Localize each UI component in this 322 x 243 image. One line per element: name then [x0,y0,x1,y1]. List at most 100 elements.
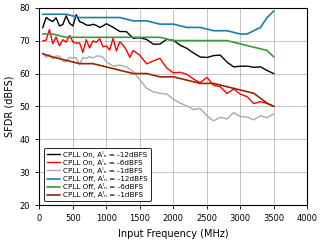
CPLL Off, Aᴵₙ = -6dBFS [272,56,276,59]
CPLL On, Aᴵₙ = -6dBFS [245,95,249,98]
CPLL On, Aᴵₙ = -6dBFS [165,67,169,69]
CPLL On, Aᴵₙ = -12dBFS [101,25,105,27]
CPLL On, Aᴵₙ = -6dBFS [91,39,95,42]
CPLL On, Aᴵₙ = -1dBFS [145,87,148,90]
CPLL Off, Aᴵₙ = -1dBFS [158,75,162,78]
CPLL Off, Aᴵₙ = -1dBFS [64,59,68,62]
CPLL On, Aᴵₙ = -12dBFS [185,47,189,50]
CPLL Off, Aᴵₙ = -6dBFS [64,36,68,39]
CPLL On, Aᴵₙ = -12dBFS [171,39,175,42]
CPLL On, Aᴵₙ = -1dBFS [58,55,62,58]
CPLL Off, Aᴵₙ = -6dBFS [225,39,229,42]
CPLL On, Aᴵₙ = -6dBFS [54,36,58,39]
CPLL Off, Aᴵₙ = -1dBFS [104,65,108,68]
CPLL On, Aᴵₙ = -6dBFS [265,102,269,105]
CPLL Off, Aᴵₙ = -12dBFS [225,29,229,32]
CPLL Off, Aᴵₙ = -6dBFS [91,36,95,39]
Line: CPLL On, Aᴵₙ = -6dBFS: CPLL On, Aᴵₙ = -6dBFS [43,30,274,106]
CPLL On, Aᴵₙ = -6dBFS [58,44,62,47]
CPLL Off, Aᴵₙ = -12dBFS [91,16,95,19]
CPLL On, Aᴵₙ = -6dBFS [238,93,242,95]
CPLL On, Aᴵₙ = -1dBFS [212,119,215,122]
CPLL On, Aᴵₙ = -1dBFS [138,78,142,81]
CPLL On, Aᴵₙ = -1dBFS [104,60,108,63]
CPLL On, Aᴵₙ = -1dBFS [88,55,91,58]
CPLL On, Aᴵₙ = -6dBFS [252,102,256,105]
Legend: CPLL On, Aᴵₙ = -12dBFS, CPLL On, Aᴵₙ = -6dBFS, CPLL On, Aᴵₙ = -1dBFS, CPLL Off, : CPLL On, Aᴵₙ = -12dBFS, CPLL On, Aᴵₙ = -… [44,148,151,201]
CPLL On, Aᴵₙ = -6dBFS [198,81,202,84]
CPLL On, Aᴵₙ = -12dBFS [94,24,98,27]
CPLL On, Aᴵₙ = -12dBFS [165,38,169,41]
CPLL On, Aᴵₙ = -12dBFS [68,22,71,25]
CPLL Off, Aᴵₙ = -6dBFS [212,39,215,42]
CPLL Off, Aᴵₙ = -12dBFS [64,13,68,16]
CPLL On, Aᴵₙ = -12dBFS [74,13,78,16]
CPLL On, Aᴵₙ = -12dBFS [91,23,95,26]
CPLL Off, Aᴵₙ = -1dBFS [131,72,135,75]
CPLL Off, Aᴵₙ = -1dBFS [185,79,189,82]
CPLL On, Aᴵₙ = -6dBFS [225,92,229,95]
CPLL On, Aᴵₙ = -1dBFS [198,107,202,110]
CPLL On, Aᴵₙ = -12dBFS [58,25,62,27]
CPLL Off, Aᴵₙ = -12dBFS [118,16,122,19]
CPLL On, Aᴵₙ = -6dBFS [51,42,55,45]
Line: CPLL Off, Aᴵₙ = -6dBFS: CPLL Off, Aᴵₙ = -6dBFS [43,34,274,57]
Y-axis label: SFDR (dBFS): SFDR (dBFS) [4,76,14,137]
CPLL On, Aᴵₙ = -6dBFS [41,40,45,43]
CPLL On, Aᴵₙ = -6dBFS [232,87,236,90]
CPLL On, Aᴵₙ = -12dBFS [88,24,91,27]
CPLL On, Aᴵₙ = -6dBFS [64,41,68,43]
CPLL On, Aᴵₙ = -1dBFS [265,116,269,119]
CPLL On, Aᴵₙ = -12dBFS [218,54,222,57]
CPLL Off, Aᴵₙ = -6dBFS [118,36,122,39]
CPLL On, Aᴵₙ = -6dBFS [145,62,148,65]
CPLL On, Aᴵₙ = -1dBFS [54,54,58,57]
Line: CPLL On, Aᴵₙ = -12dBFS: CPLL On, Aᴵₙ = -12dBFS [43,15,274,74]
CPLL Off, Aᴵₙ = -1dBFS [171,75,175,78]
CPLL On, Aᴵₙ = -6dBFS [125,49,128,52]
CPLL Off, Aᴵₙ = -12dBFS [185,26,189,29]
CPLL On, Aᴵₙ = -6dBFS [68,34,71,37]
CPLL On, Aᴵₙ = -12dBFS [272,72,276,75]
CPLL On, Aᴵₙ = -12dBFS [205,56,209,59]
CPLL Off, Aᴵₙ = -1dBFS [238,88,242,91]
CPLL On, Aᴵₙ = -1dBFS [205,114,209,117]
CPLL On, Aᴵₙ = -6dBFS [115,50,118,52]
CPLL On, Aᴵₙ = -12dBFS [84,24,88,26]
CPLL On, Aᴵₙ = -1dBFS [218,116,222,119]
CPLL On, Aᴵₙ = -1dBFS [245,115,249,118]
CPLL Off, Aᴵₙ = -6dBFS [104,36,108,39]
CPLL Off, Aᴵₙ = -12dBFS [238,33,242,35]
CPLL On, Aᴵₙ = -1dBFS [158,92,162,95]
CPLL On, Aᴵₙ = -12dBFS [151,43,155,46]
CPLL Off, Aᴵₙ = -1dBFS [78,62,81,65]
CPLL On, Aᴵₙ = -1dBFS [192,108,195,111]
CPLL Off, Aᴵₙ = -1dBFS [198,82,202,85]
CPLL On, Aᴵₙ = -6dBFS [151,60,155,62]
CPLL On, Aᴵₙ = -12dBFS [138,36,142,39]
CPLL On, Aᴵₙ = -6dBFS [131,49,135,52]
CPLL On, Aᴵₙ = -12dBFS [245,65,249,68]
CPLL Off, Aᴵₙ = -1dBFS [91,62,95,65]
CPLL On, Aᴵₙ = -12dBFS [252,66,256,69]
CPLL On, Aᴵₙ = -6dBFS [178,71,182,74]
CPLL On, Aᴵₙ = -1dBFS [165,92,169,95]
CPLL On, Aᴵₙ = -1dBFS [111,65,115,68]
CPLL On, Aᴵₙ = -1dBFS [74,56,78,59]
CPLL On, Aᴵₙ = -6dBFS [104,44,108,47]
CPLL On, Aᴵₙ = -6dBFS [118,40,122,43]
CPLL Off, Aᴵₙ = -6dBFS [145,36,148,39]
CPLL On, Aᴵₙ = -1dBFS [252,118,256,121]
CPLL Off, Aᴵₙ = -1dBFS [51,56,55,59]
Line: CPLL On, Aᴵₙ = -1dBFS: CPLL On, Aᴵₙ = -1dBFS [43,53,274,121]
CPLL Off, Aᴵₙ = -1dBFS [265,102,269,105]
CPLL On, Aᴵₙ = -1dBFS [51,57,55,60]
CPLL On, Aᴵₙ = -1dBFS [81,56,85,59]
CPLL On, Aᴵₙ = -12dBFS [192,52,195,54]
CPLL On, Aᴵₙ = -6dBFS [74,42,78,45]
CPLL Off, Aᴵₙ = -1dBFS [212,82,215,85]
CPLL On, Aᴵₙ = -6dBFS [192,78,195,81]
X-axis label: Input Frequency (MHz): Input Frequency (MHz) [118,229,229,239]
CPLL On, Aᴵₙ = -6dBFS [101,45,105,48]
CPLL On, Aᴵₙ = -1dBFS [178,102,182,104]
